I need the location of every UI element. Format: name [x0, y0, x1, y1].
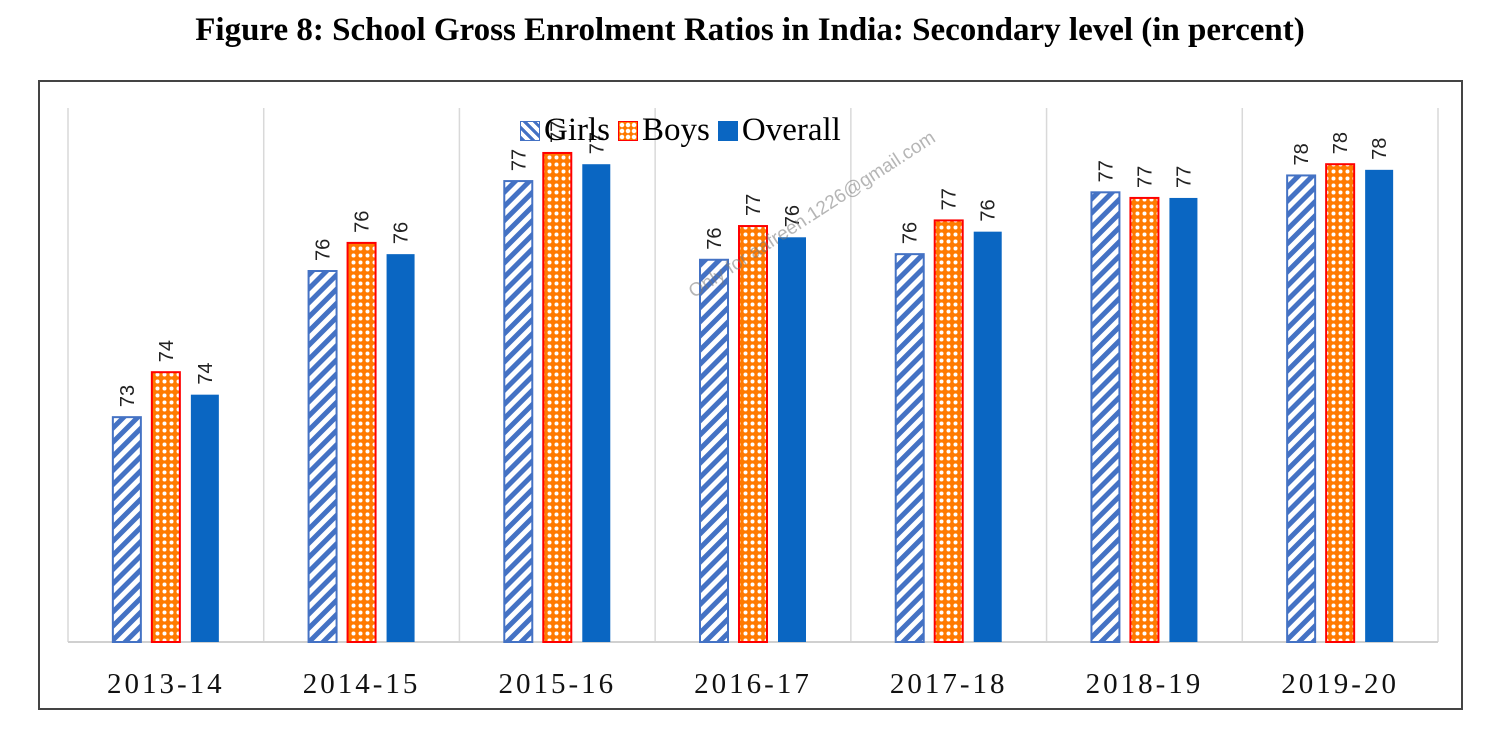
data-label-girls-2013-14: 73 — [117, 385, 139, 407]
data-label-boys-2018-19: 77 — [1134, 166, 1156, 188]
data-label-overall-2017-18: 76 — [978, 199, 1000, 221]
bar-girls-2019-20 — [1286, 174, 1317, 643]
data-label-overall-2015-16: 77 — [586, 132, 608, 154]
bar-boys-2017-18 — [933, 219, 964, 643]
x-tick-label-2016-17: 2016-17 — [694, 668, 812, 700]
bar-boys-2013-14 — [150, 371, 181, 643]
bars — [111, 151, 1394, 644]
data-label-overall-2014-15: 76 — [391, 222, 413, 244]
data-label-girls-2017-18: 76 — [900, 222, 922, 244]
data-label-girls-2014-15: 76 — [313, 239, 335, 261]
legend-item-boys: Boys — [618, 112, 710, 149]
legend: Girls Boys Overall — [520, 112, 849, 149]
legend-swatch-girls — [520, 120, 540, 141]
bar-overall-2019-20 — [1365, 169, 1394, 642]
data-label-overall-2019-20: 78 — [1369, 138, 1391, 160]
bar-girls-2017-18 — [894, 253, 925, 643]
x-tick-label-2019-20: 2019-20 — [1281, 668, 1399, 700]
data-label-boys-2017-18: 77 — [939, 188, 961, 210]
bar-overall-2013-14 — [190, 394, 219, 642]
data-label-girls-2019-20: 78 — [1291, 143, 1313, 165]
bar-girls-2015-16 — [503, 180, 534, 644]
data-label-boys-2016-17: 77 — [743, 194, 765, 216]
data-label-overall-2016-17: 76 — [782, 205, 804, 227]
bar-overall-2016-17 — [778, 237, 806, 642]
bar-boys-2015-16 — [542, 151, 573, 643]
bar-overall-2018-19 — [1169, 197, 1198, 643]
x-tick-label-2015-16: 2015-16 — [498, 668, 616, 700]
bar-overall-2014-15 — [386, 254, 415, 642]
bar-girls-2016-17 — [699, 258, 729, 643]
data-label-boys-2015-16: 77 — [547, 121, 569, 143]
x-tick-labels: 2013-14 2014-15 2015-16 2016-17 2017-18 2018-… — [107, 668, 1399, 700]
x-tick-label-2018-19: 2018-19 — [1086, 668, 1204, 700]
bar-overall-2015-16 — [582, 164, 611, 643]
figure-title: Figure 8: School Gross Enrolment Ratios … — [195, 12, 1305, 48]
bar-boys-2014-15 — [346, 241, 377, 643]
bar-overall-2017-18 — [973, 231, 1002, 643]
x-tick-label-2017-18: 2017-18 — [890, 668, 1008, 700]
data-label-boys-2019-20: 78 — [1330, 132, 1352, 154]
data-labels: 73 74 74 76 76 76 77 77 77 76 77 76 76 77 76 77 77 77 78 78… — [117, 121, 1391, 407]
legend-label-boys: Boys — [642, 112, 710, 148]
legend-item-overall: Overall — [717, 112, 841, 149]
gridlines — [67, 108, 1439, 643]
x-tick-label-2014-15: 2014-15 — [303, 668, 421, 700]
data-label-girls-2018-19: 77 — [1095, 160, 1117, 182]
bar-girls-2014-15 — [307, 270, 338, 643]
data-label-girls-2015-16: 77 — [508, 149, 530, 171]
data-label-boys-2013-14: 74 — [156, 340, 178, 362]
data-label-overall-2013-14: 74 — [195, 362, 217, 384]
bar-girls-2013-14 — [111, 416, 142, 643]
bar-boys-2019-20 — [1325, 163, 1356, 643]
data-label-girls-2016-17: 76 — [704, 228, 726, 250]
bar-boys-2018-19 — [1129, 196, 1160, 644]
legend-swatch-boys — [618, 120, 638, 141]
legend-label-girls: Girls — [544, 112, 610, 148]
bar-boys-2016-17 — [738, 225, 768, 643]
legend-swatch-overall — [717, 120, 738, 141]
data-label-overall-2018-19: 77 — [1173, 166, 1195, 188]
data-label-boys-2014-15: 76 — [352, 211, 374, 233]
x-tick-label-2013-14: 2013-14 — [107, 668, 225, 700]
legend-label-overall: Overall — [741, 112, 841, 148]
legend-item-girls: Girls — [520, 112, 610, 149]
bar-girls-2018-19 — [1090, 191, 1121, 643]
